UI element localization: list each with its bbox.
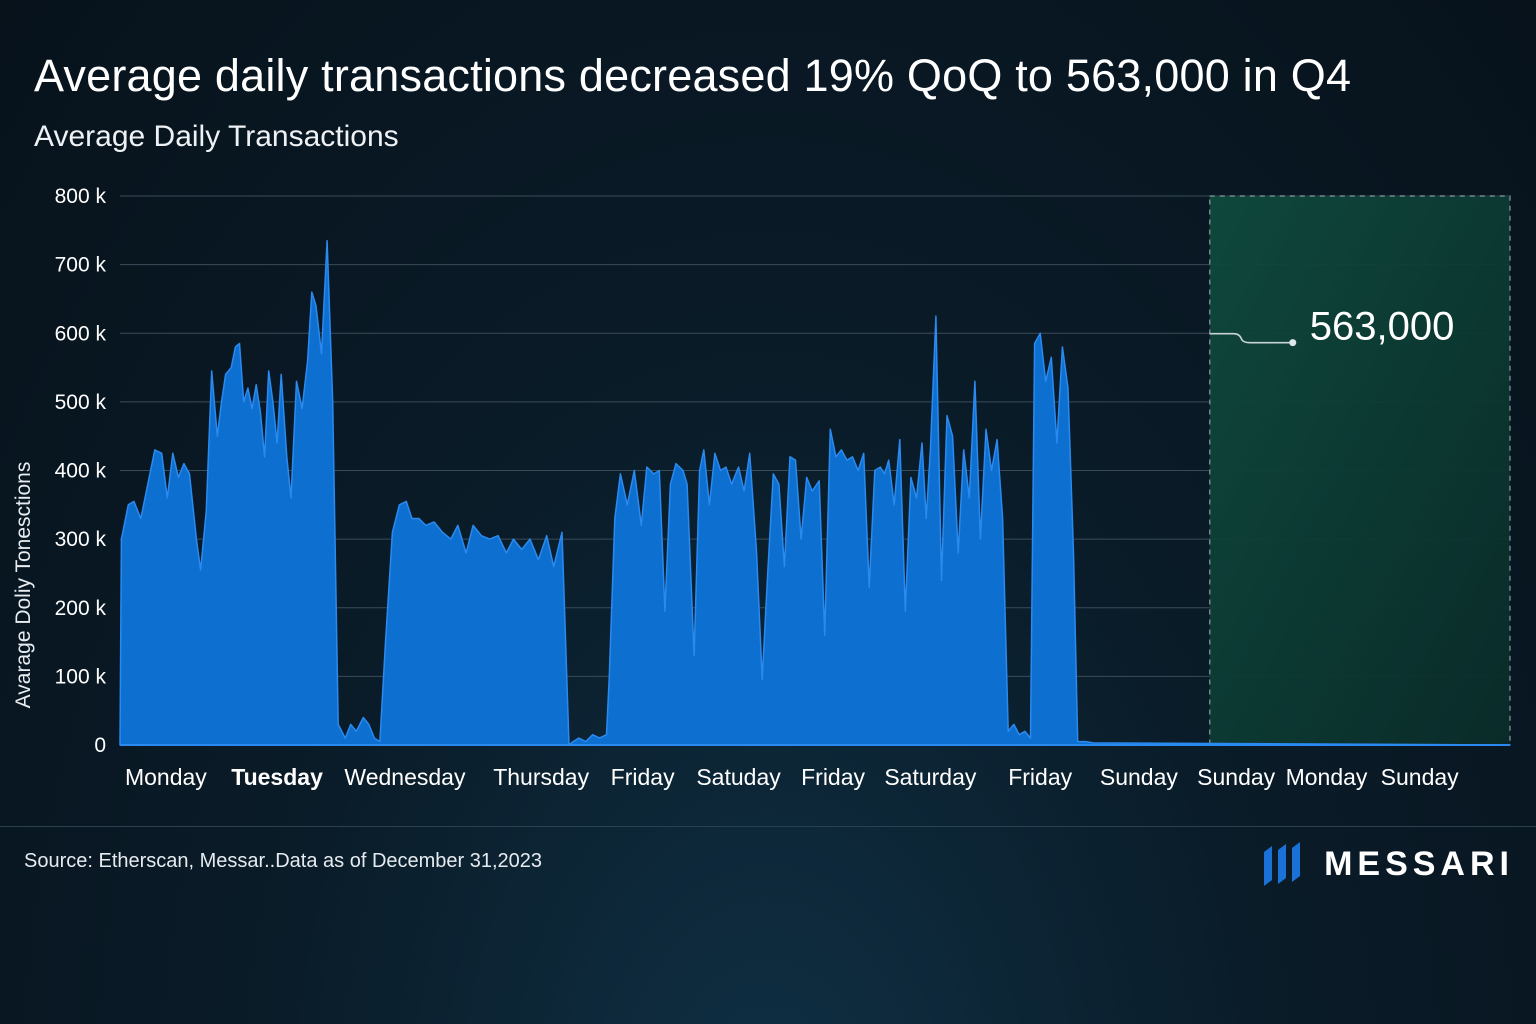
source-note: Source: Etherscan, Messar..Data as of De… — [24, 850, 543, 872]
y-tick-label: 100 k — [55, 665, 107, 688]
x-tick-label: Monday — [125, 764, 207, 790]
y-axis-title: Avarage Doliy Tonesctions — [12, 462, 35, 709]
x-tick-label: Friday — [611, 764, 675, 790]
y-tick-label: 200 k — [55, 597, 107, 620]
x-tick-label: Satuday — [696, 764, 781, 790]
brand-logo: MESSARI — [1262, 842, 1514, 886]
chart-subtitle: Average Daily Transactions — [34, 120, 399, 153]
x-tick-label: Saturday — [884, 764, 977, 790]
x-tick-label: Wednesday — [344, 764, 466, 790]
y-tick-label: 400 k — [55, 460, 107, 483]
y-tick-label: 700 k — [55, 254, 107, 277]
annotation-dot — [1289, 339, 1297, 347]
y-tick-label: 800 k — [55, 185, 107, 208]
x-tick-label: Sunday — [1381, 764, 1460, 790]
highlight-region — [1209, 196, 1510, 745]
y-tick-label: 0 — [94, 734, 106, 757]
x-tick-label: Friday — [801, 764, 865, 790]
x-tick-label: Thursday — [493, 764, 589, 790]
x-tick-label: Sunday — [1197, 764, 1276, 790]
annotation-value: 563,000 — [1310, 305, 1455, 349]
footer-divider — [0, 826, 1536, 827]
area-chart: 0 100 k 200 k 300 k 400 k 500 k 600 k 700 k 800 … — [12, 185, 1511, 790]
y-tick-label: 600 k — [55, 322, 107, 345]
series-area — [119, 239, 1511, 746]
x-tick-label: Friday — [1008, 764, 1072, 790]
chart-title: Average daily transactions decreased 19%… — [34, 50, 1352, 101]
y-tick-label: 300 k — [55, 528, 107, 551]
annotation-connector — [1209, 332, 1292, 344]
highlight-border — [1209, 195, 1511, 746]
brand-wordmark: MESSARI — [1324, 844, 1514, 883]
x-tick-label: Monday — [1286, 764, 1368, 790]
messari-logo-icon — [1264, 842, 1301, 886]
y-tick-label: 500 k — [55, 391, 107, 414]
x-tick-label: Tuesday — [231, 764, 323, 790]
x-tick-label: Sunday — [1100, 764, 1179, 790]
